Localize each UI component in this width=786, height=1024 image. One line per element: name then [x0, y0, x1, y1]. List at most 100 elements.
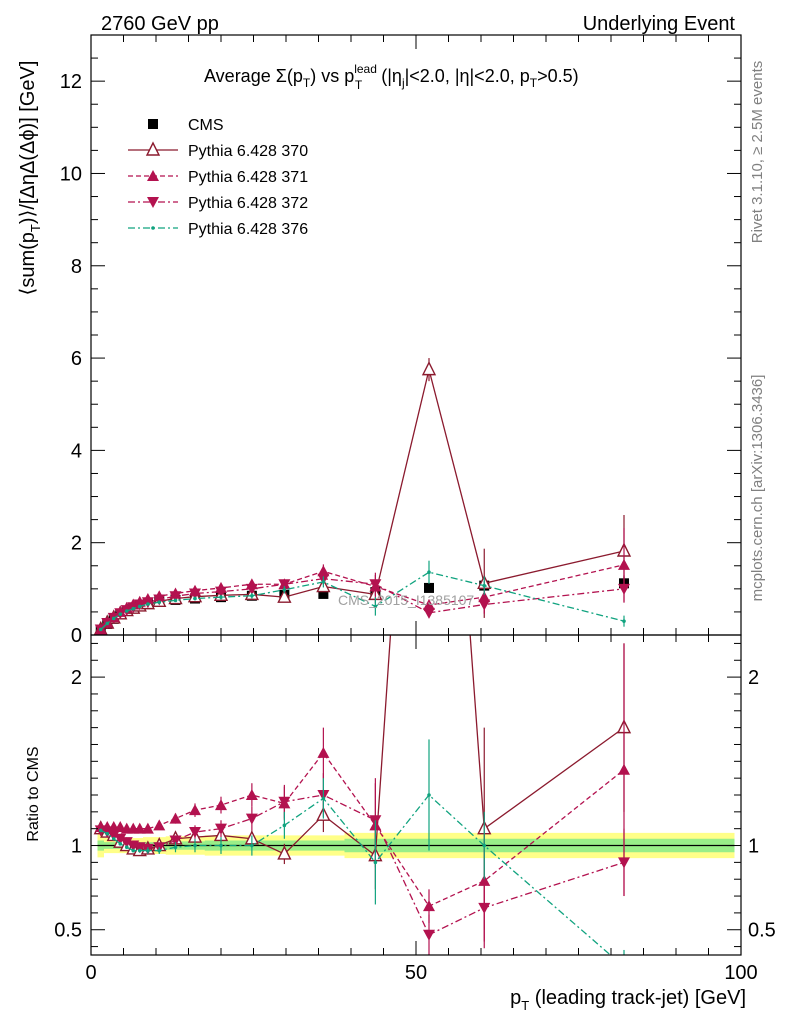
data-point: [118, 612, 123, 617]
data-point: [618, 583, 630, 595]
data-point: [215, 799, 227, 811]
data-point: [173, 598, 178, 603]
data-point: [250, 593, 254, 598]
watermark: CMS_2015_I1385107: [338, 592, 474, 608]
data-point: [120, 837, 133, 849]
ratio-series-pythia-6-428-370: [93, 635, 632, 930]
series-pythia-6-428-371: [94, 527, 630, 635]
data-point: [105, 621, 110, 626]
data-point: [111, 616, 116, 621]
data-point: [157, 848, 162, 853]
legend-marker: [147, 197, 159, 208]
data-point: [423, 599, 435, 610]
legend-entry-pythia-6-428-376: Pythia 6.428 376: [128, 221, 308, 238]
data-point: [98, 828, 103, 833]
data-point: [277, 845, 292, 860]
data-point: [189, 827, 201, 839]
y-tick-label: 10: [60, 163, 82, 185]
y-tick-label-right: 1: [748, 836, 759, 858]
series-line-pythia-6-428-370: [100, 369, 625, 630]
data-point: [215, 586, 227, 598]
data-point: [282, 587, 287, 592]
data-point: [219, 843, 223, 848]
data-point: [423, 929, 435, 941]
y-tick-label: 2: [71, 533, 82, 555]
data-point: [622, 965, 626, 969]
data-point: [317, 746, 330, 758]
data-point: [482, 583, 487, 588]
ratio-line-pythia-6-428-371: [100, 751, 625, 907]
y-tick-label: 0.5: [54, 920, 82, 942]
data-point: [245, 813, 258, 825]
data-point: [133, 822, 146, 834]
data-point: [118, 842, 123, 846]
data-point: [131, 848, 136, 853]
data-point: [618, 857, 630, 869]
data-point: [193, 843, 197, 848]
data-point: [157, 600, 162, 605]
x-tick-label: 0: [85, 962, 96, 984]
data-point: [373, 604, 378, 609]
data-point: [137, 848, 142, 853]
data-point: [424, 582, 434, 593]
data-point: [317, 565, 330, 577]
data-point: [373, 860, 378, 865]
ratio-panel: 0 50 100 0.5 0.5 1 1 2 2 Ratio to CMS: [25, 634, 776, 984]
data-point: [189, 588, 201, 600]
x-tick-label: 50: [405, 962, 427, 984]
data-point: [141, 822, 154, 834]
series-pythia-6-428-376: [98, 560, 626, 632]
data-point: [131, 606, 136, 611]
mcplots-label: mcplots.cern.ch [arXiv:1306.3436]: [749, 375, 766, 602]
legend-label: CMS: [188, 117, 224, 134]
ratio-series-pythia-6-428-376: [98, 739, 626, 969]
data-point: [169, 812, 182, 824]
data-point: [478, 599, 491, 611]
legend-entry-pythia-6-428-372: Pythia 6.428 372: [128, 195, 308, 212]
legend-marker: [148, 119, 158, 129]
data-point: [219, 595, 223, 599]
legend: CMS Pythia 6.428 370 Pythia 6.428 371 Pythi…: [128, 117, 308, 238]
y-tick-label: 1: [71, 836, 82, 858]
ratio-line-pythia-6-428-370: [100, 635, 625, 857]
x-axis-label: pT (leading track-jet) [GeV]: [510, 987, 746, 1013]
data-point: [423, 900, 435, 912]
ratio-series-pythia-6-428-372: [94, 773, 630, 955]
data-point: [107, 830, 120, 842]
ratio-line-pythia-6-428-372: [100, 794, 625, 936]
y-tick-label: 12: [60, 71, 82, 93]
data-point: [114, 833, 127, 845]
data-point: [193, 596, 197, 601]
data-point: [618, 763, 630, 775]
data-point: [427, 570, 431, 575]
data-point: [282, 823, 287, 828]
rivet-label: Rivet 3.1.10, ≥ 2.5M events: [749, 61, 766, 244]
data-point: [146, 602, 150, 606]
legend-label: Pythia 6.428 370: [188, 143, 308, 160]
main-panel: 0 2 4 6 8 10 12 CMS_2015_I1385107 Average Σ(pT…: [17, 34, 742, 647]
legend-entry-pythia-6-428-370: Pythia 6.428 370: [128, 141, 308, 160]
data-point: [321, 796, 326, 801]
data-point: [105, 831, 110, 836]
legend-marker: [151, 226, 155, 230]
data-point: [478, 902, 491, 914]
legend-label: Pythia 6.428 376: [188, 221, 308, 238]
data-point: [153, 594, 166, 606]
data-point: [137, 604, 142, 609]
data-point: [277, 588, 292, 603]
data-point: [245, 583, 258, 595]
legend-marker: [147, 170, 159, 181]
data-point: [124, 845, 129, 850]
y-tick-label-right: 0.5: [748, 920, 776, 942]
data-point: [427, 793, 431, 797]
data-point: [369, 579, 382, 591]
legend-label: Pythia 6.428 371: [188, 169, 308, 186]
y-tick-label: 2: [71, 667, 82, 689]
data-point: [318, 588, 329, 599]
y-tick-label-right: 2: [748, 667, 759, 689]
data-point: [153, 819, 166, 831]
ratio-ylabel: Ratio to CMS: [25, 746, 42, 841]
data-point: [245, 789, 258, 800]
data-point: [278, 579, 291, 591]
